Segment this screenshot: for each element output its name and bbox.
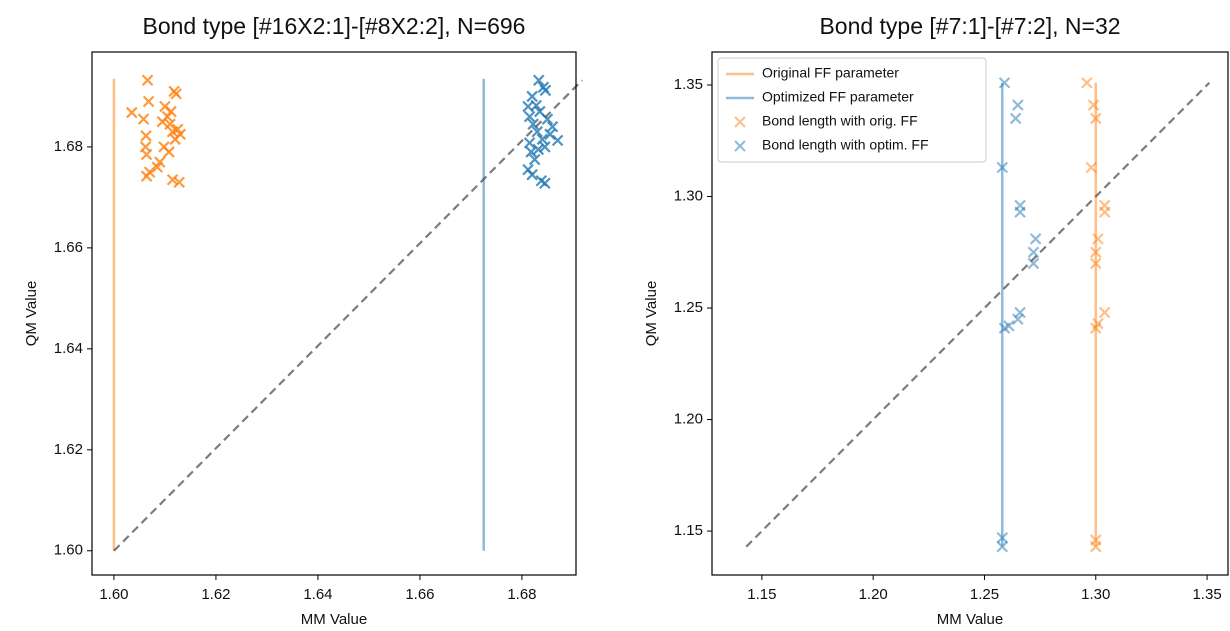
marker: [541, 113, 554, 125]
x-tick-label: 1.30: [1081, 586, 1110, 603]
chart-title: Bond type [#16X2:1]-[#8X2:2], N=696: [143, 13, 526, 39]
x-axis-label: MM Value: [301, 611, 367, 628]
marker: [156, 115, 169, 128]
legend-label: Optimized FF parameter: [762, 89, 914, 105]
marker: [142, 95, 155, 108]
marker: [140, 170, 153, 182]
marker: [551, 134, 564, 147]
y-tick-label: 1.20: [674, 411, 703, 428]
y-tick-label: 1.64: [54, 340, 83, 357]
marker: [531, 125, 544, 138]
marker: [523, 137, 536, 149]
marker: [1014, 306, 1026, 319]
marker: [1089, 246, 1102, 259]
marker: [526, 168, 538, 181]
marker: [1029, 233, 1042, 245]
x-tick-label: 1.68: [507, 586, 536, 603]
marker: [1012, 99, 1024, 111]
marker: [151, 161, 164, 173]
legend-label: Original FF parameter: [762, 65, 899, 81]
marker: [532, 143, 545, 156]
y-tick-label: 1.66: [54, 239, 83, 256]
marker: [1027, 246, 1040, 259]
marker: [1087, 99, 1100, 111]
marker: [998, 77, 1011, 89]
x-tick-label: 1.62: [201, 586, 230, 603]
marker: [1012, 313, 1024, 325]
y-axis-label: QM Value: [643, 281, 660, 347]
legend-label: Bond length with optim. FF: [762, 137, 929, 153]
marker: [1027, 257, 1040, 270]
legend-swatch: [734, 116, 746, 128]
x-tick-label: 1.66: [405, 586, 434, 603]
x-axis-label: MM Value: [937, 611, 1003, 628]
marker: [1089, 257, 1102, 270]
marker: [137, 113, 150, 125]
legend-box: [717, 57, 987, 163]
x-tick-label: 1.25: [970, 586, 999, 603]
marker: [1085, 161, 1098, 174]
marker: [1081, 76, 1093, 89]
marker: [140, 148, 153, 161]
marker: [544, 128, 556, 141]
marker: [539, 141, 551, 153]
marker: [539, 84, 552, 97]
marker: [996, 540, 1009, 553]
plot-frame: [91, 51, 577, 576]
marker: [1098, 206, 1111, 218]
y-tick-label: 1.60: [54, 542, 83, 559]
marker: [523, 110, 536, 123]
marker: [1098, 306, 1111, 319]
marker: [1089, 540, 1102, 553]
line: [745, 82, 1211, 548]
marker: [526, 90, 538, 103]
y-tick-label: 1.35: [674, 76, 703, 93]
marker: [164, 118, 176, 130]
y-axis-label: QM Value: [23, 281, 40, 347]
marker: [996, 531, 1009, 544]
marker: [1089, 112, 1102, 125]
marker: [546, 120, 559, 133]
marker: [528, 153, 541, 166]
x-tick-label: 1.64: [303, 586, 332, 603]
marker: [174, 128, 187, 141]
y-tick-label: 1.30: [674, 187, 703, 204]
x-tick-label: 1.60: [99, 586, 128, 603]
plot-frame: [711, 51, 1229, 576]
y-tick-label: 1.15: [674, 522, 703, 539]
marker: [163, 146, 175, 158]
marker: [998, 322, 1011, 334]
marker: [996, 161, 1009, 174]
marker: [1092, 233, 1104, 245]
x-tick-label: 1.20: [859, 586, 888, 603]
marker: [1014, 206, 1026, 218]
x-tick-label: 1.35: [1192, 586, 1221, 603]
marker: [532, 74, 545, 87]
marker: [173, 176, 185, 189]
marker: [141, 74, 154, 87]
marker: [166, 173, 179, 186]
legend-label: Bond length with orig. FF: [762, 113, 918, 129]
chart-title: Bond type [#7:1]-[#7:2], N=32: [819, 13, 1120, 39]
legend-swatch: [734, 140, 746, 152]
marker: [536, 133, 549, 146]
marker: [1009, 112, 1022, 125]
marker: [539, 177, 551, 190]
marker: [530, 99, 542, 112]
line: [113, 79, 583, 552]
y-tick-label: 1.68: [54, 138, 83, 155]
marker: [165, 105, 177, 118]
y-tick-label: 1.62: [54, 441, 83, 458]
marker: [140, 130, 152, 142]
x-tick-label: 1.15: [747, 586, 776, 603]
marker: [126, 106, 138, 119]
marker: [1089, 322, 1102, 334]
marker: [170, 88, 182, 100]
y-tick-label: 1.25: [674, 299, 703, 316]
marker: [525, 146, 537, 158]
